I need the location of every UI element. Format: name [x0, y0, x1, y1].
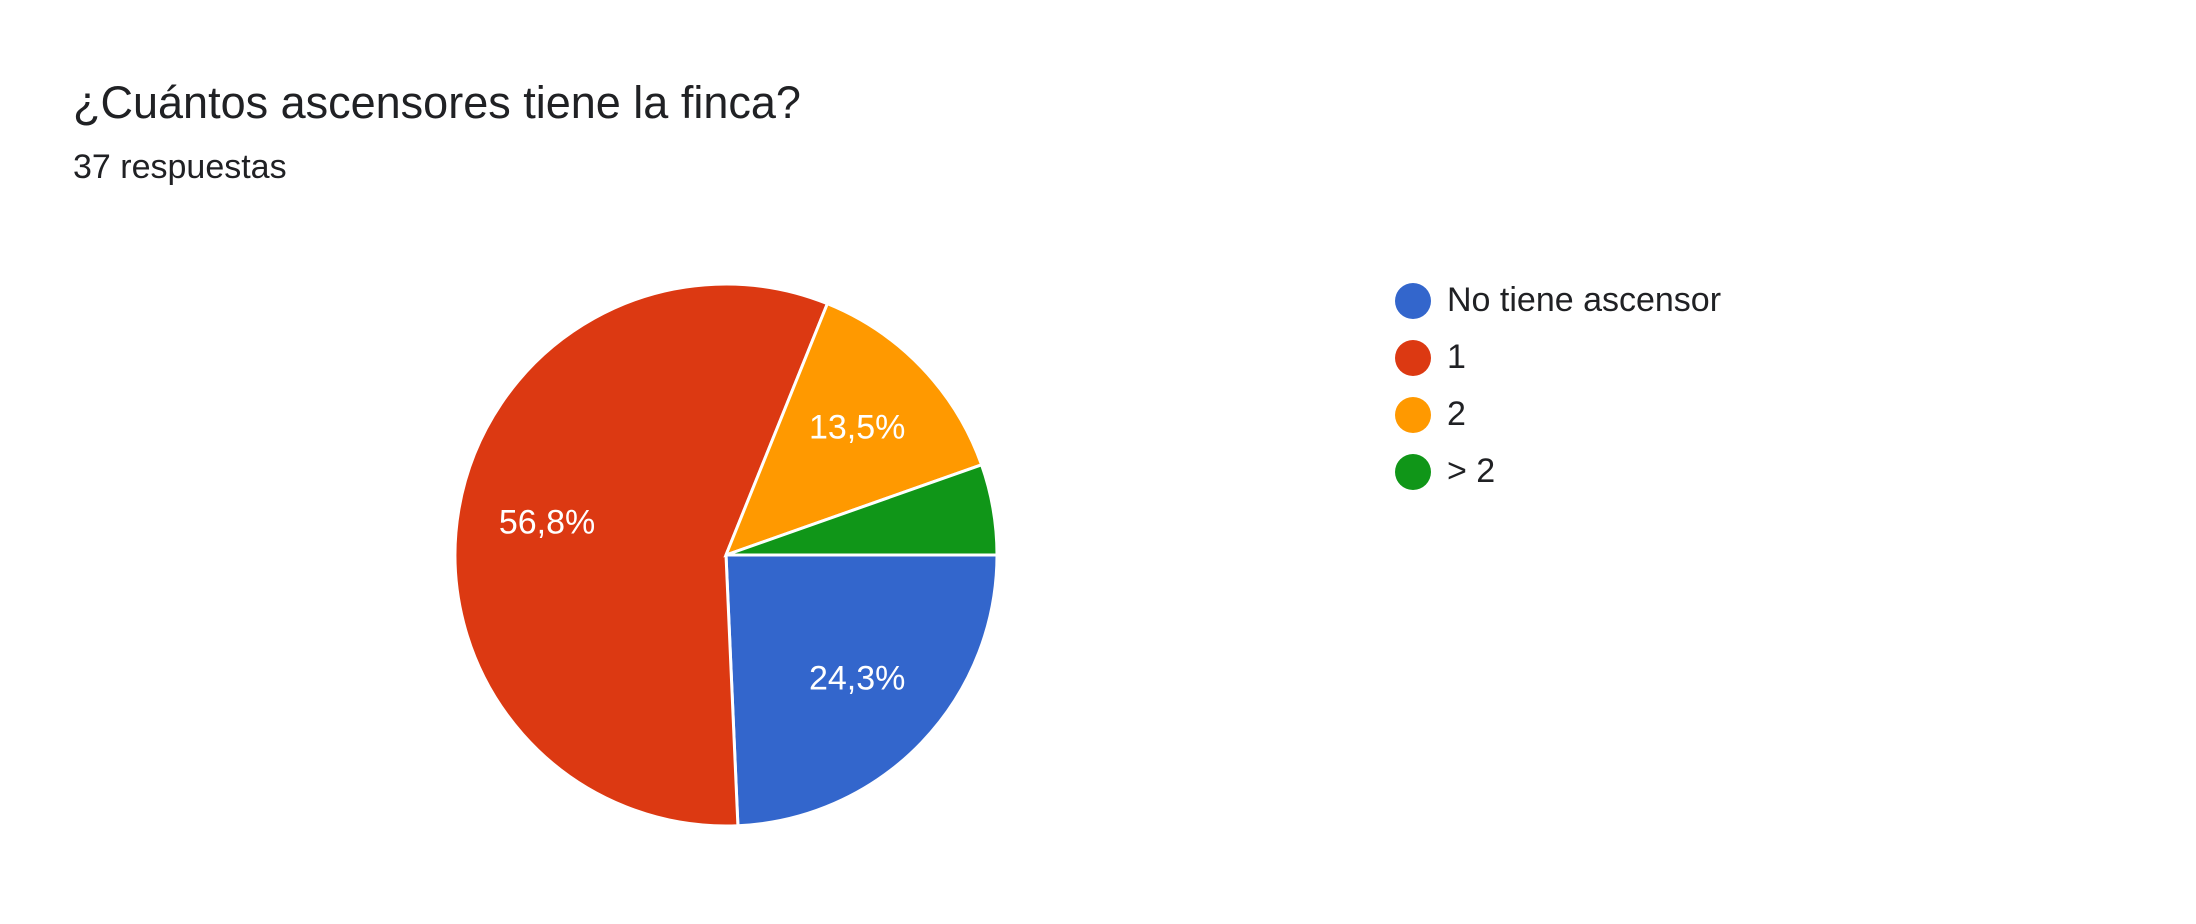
legend-marker: [1395, 454, 1431, 490]
pie-slice: [723, 301, 984, 558]
pie-slice: [725, 462, 999, 557]
data-label: 56,8%: [499, 503, 595, 541]
chart-title: ¿Cuántos ascensores tiene la finca?: [73, 77, 801, 128]
pie-slice: [453, 282, 830, 828]
legend-label: No tiene ascensor: [1447, 281, 1721, 319]
legend-marker: [1395, 397, 1431, 433]
legend-label: 2: [1447, 395, 1466, 433]
pie-slice: [724, 553, 999, 828]
legend-label: > 2: [1447, 452, 1495, 490]
data-label: 13,5%: [809, 408, 905, 446]
chart-subtitle: 37 respuestas: [73, 148, 287, 186]
legend-marker: [1395, 283, 1431, 319]
legend-marker: [1395, 340, 1431, 376]
legend-label: 1: [1447, 338, 1466, 376]
data-label: 24,3%: [809, 660, 905, 698]
